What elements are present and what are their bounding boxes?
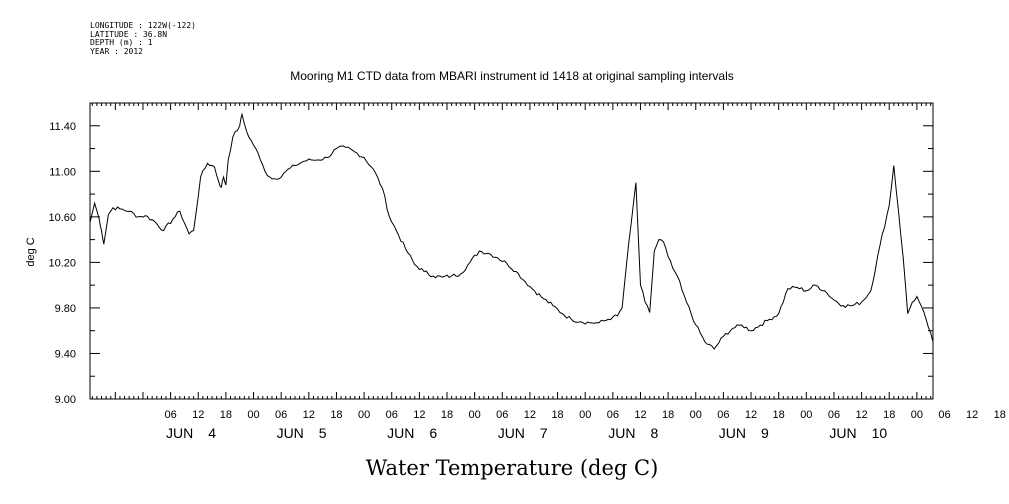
x-tick-label: 06 (607, 409, 619, 421)
x-tick-label: 00 (469, 409, 481, 421)
x-tick-label: 06 (717, 409, 729, 421)
x-tick-label: 18 (220, 409, 232, 421)
x-tick-label: 00 (690, 409, 702, 421)
y-tick-label: 10.60 (48, 212, 76, 224)
x-tick-label: 18 (994, 409, 1006, 421)
y-tick-label: 11.40 (49, 121, 76, 133)
x-tick-label: 18 (330, 409, 342, 421)
x-day-label: 8 (650, 425, 658, 441)
x-day-label: 5 (319, 425, 327, 441)
chart-title: Mooring M1 CTD data from MBARI instrumen… (290, 69, 734, 83)
x-tick-label: 12 (524, 409, 536, 421)
y-tick-label: 10.20 (48, 257, 76, 269)
x-tick-label: 06 (164, 409, 176, 421)
x-day-label: JUN (719, 425, 746, 441)
latitude-label: LATITUDE : 36.8N (90, 29, 168, 39)
x-tick-label: 06 (386, 409, 398, 421)
x-tick-label: 18 (662, 409, 674, 421)
tick-labels: 06 12 18 00 06 12 18 00 06 12 18 00 06 12 18 00 06 12 18 00… (48, 121, 1006, 441)
x-tick-label: 06 (496, 409, 508, 421)
x-tick-label: 00 (358, 409, 370, 421)
y-axis-title: deg C (25, 237, 37, 266)
x-tick-label: 00 (800, 409, 812, 421)
x-tick-label: 18 (773, 409, 785, 421)
longitude-label: LONGITUDE : 122W(-122) (90, 21, 196, 30)
temperature-series-line (89, 112, 934, 350)
y-tick-label: 9.80 (55, 303, 76, 315)
x-tick-label: 12 (634, 409, 646, 421)
x-day-label: 4 (208, 425, 216, 441)
x-tick-label: 06 (938, 409, 950, 421)
x-tick-label: 12 (192, 409, 204, 421)
x-tick-label: 00 (247, 409, 259, 421)
x-tick-label: 06 (828, 409, 840, 421)
x-tick-label: 18 (551, 409, 563, 421)
year-label: YEAR : 2012 (90, 46, 143, 56)
x-day-label: JUN (829, 425, 856, 441)
x-tick-label: 12 (745, 409, 757, 421)
x-tick-label: 12 (966, 409, 978, 421)
x-tick-label: 12 (413, 409, 425, 421)
y-tick-label: 9.00 (55, 394, 76, 406)
y-tick-label: 11.00 (49, 166, 76, 178)
x-tick-label: 00 (911, 409, 923, 421)
x-tick-label: 00 (579, 409, 591, 421)
x-day-label: JUN (166, 425, 193, 441)
x-axis-title: Water Temperature (deg C) (366, 456, 659, 480)
x-tick-label: 06 (275, 409, 287, 421)
plot-frame (89, 102, 934, 400)
x-day-label: JUN (608, 425, 635, 441)
depth-label: DEPTH (m) : 1 (90, 38, 153, 47)
x-day-label: JUN (277, 425, 304, 441)
tick-marks (90, 103, 933, 400)
x-tick-label: 18 (883, 409, 895, 421)
x-day-label: 7 (540, 425, 548, 441)
x-day-label: 6 (429, 425, 437, 441)
x-day-label: JUN (387, 425, 414, 441)
x-day-label: 10 (872, 425, 888, 441)
x-tick-label: 12 (855, 409, 867, 421)
x-tick-label: 18 (441, 409, 453, 421)
x-day-label: 9 (761, 425, 769, 441)
x-tick-label: 12 (303, 409, 315, 421)
y-tick-label: 9.40 (55, 348, 76, 360)
x-day-label: JUN (498, 425, 525, 441)
